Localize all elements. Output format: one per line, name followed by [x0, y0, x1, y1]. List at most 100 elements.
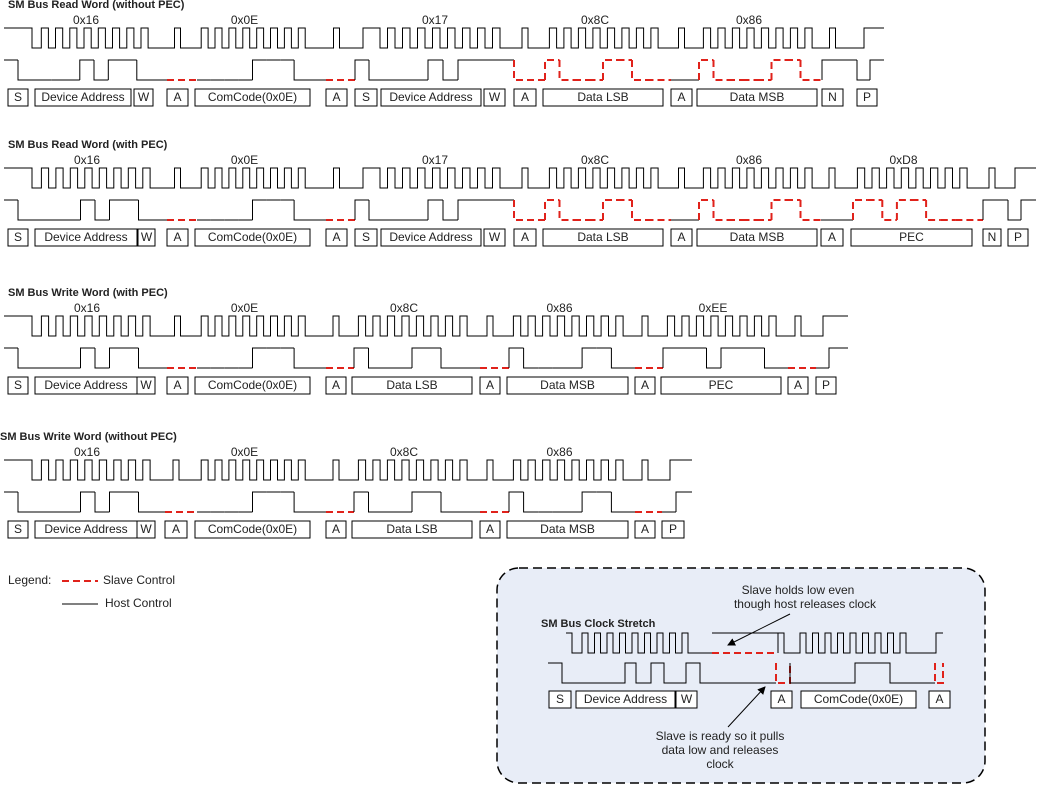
byte-value: 0xD8 — [889, 153, 917, 167]
sda-slave — [852, 199, 868, 220]
byte-value: 0x0E — [231, 153, 258, 167]
field-box — [820, 228, 844, 247]
sda-host — [17, 348, 37, 369]
sda-host — [368, 60, 383, 81]
scl-wave — [4, 315, 848, 337]
legend-slave: Slave Control — [103, 573, 175, 587]
sda-host — [80, 199, 95, 220]
field-label: Device Address — [44, 522, 127, 536]
field-box — [634, 520, 656, 539]
sda-host — [252, 199, 267, 220]
field-label: S — [362, 230, 370, 244]
byte-value: 0xEE — [699, 301, 728, 315]
byte-value: 0x8C — [390, 301, 418, 315]
sda-host — [353, 491, 369, 512]
sda-slave — [698, 59, 714, 80]
field-box — [137, 228, 156, 247]
field-box — [696, 228, 818, 247]
sda-host — [440, 348, 456, 369]
sda-host — [368, 492, 383, 513]
byte-value: 0x0E — [231, 13, 258, 27]
legend-host: Host Control — [105, 596, 172, 610]
sda-host — [1020, 199, 1036, 220]
byte-value: 0x0E — [231, 445, 258, 459]
sda-slave — [544, 59, 560, 80]
sda-host — [1007, 200, 1021, 221]
field-box — [351, 520, 473, 539]
field-label: W — [140, 522, 152, 536]
scl-wave — [4, 27, 884, 49]
field-label: A — [172, 522, 180, 536]
sda-slave — [770, 59, 786, 80]
sda-host — [252, 59, 267, 80]
field-label: Device Address — [389, 230, 472, 244]
field-box — [982, 228, 1002, 247]
field-label: Device Address — [389, 90, 472, 104]
field-box — [850, 228, 973, 247]
sda-host — [675, 491, 692, 512]
field-label: S — [14, 90, 22, 104]
field-box — [787, 376, 809, 395]
sda-host — [581, 347, 597, 368]
sda-host — [764, 348, 788, 369]
field-label: A — [521, 230, 529, 244]
field-label: S — [14, 522, 22, 536]
sda-host — [109, 347, 124, 368]
field-label: A — [828, 230, 836, 244]
field-box — [479, 376, 501, 395]
field-box — [136, 520, 156, 539]
field-box — [325, 228, 348, 247]
sda-host — [293, 60, 326, 81]
sda-slave — [799, 60, 822, 81]
sda-host — [93, 60, 109, 81]
sda-host — [138, 492, 165, 513]
field-label: A — [332, 522, 340, 536]
field-box — [194, 88, 311, 107]
field-box — [166, 376, 189, 395]
field-label: W — [141, 230, 153, 244]
byte-value: 0x86 — [736, 153, 762, 167]
sda-host — [523, 492, 539, 513]
field-box — [380, 228, 482, 247]
field-box — [634, 376, 656, 395]
field-label: P — [863, 90, 871, 104]
sda-host — [94, 348, 110, 369]
field-label: A — [935, 692, 943, 706]
sda-host — [610, 348, 635, 369]
byte-value: 0x86 — [546, 301, 572, 315]
sda-slave — [544, 199, 560, 220]
field-box — [325, 520, 347, 539]
byte-value: 0x0E — [231, 301, 258, 315]
field-label: A — [173, 378, 181, 392]
field-label: PEC — [709, 378, 734, 392]
scl-wave — [777, 632, 943, 654]
legend-label: Legend: — [8, 573, 51, 587]
sda-slave — [712, 60, 728, 81]
sda-host — [138, 200, 167, 221]
sda-host — [442, 60, 458, 81]
field-box — [166, 228, 189, 247]
field-label: A — [641, 378, 649, 392]
sda-host — [80, 347, 95, 368]
field-box — [7, 88, 29, 107]
byte-value: 0x16 — [74, 153, 100, 167]
sda-host — [293, 200, 326, 221]
sda-host — [442, 200, 458, 221]
field-box — [513, 228, 537, 247]
field-box — [821, 88, 844, 107]
sda-host — [17, 492, 37, 513]
diagram-title: SM Bus Write Word (without PEC) — [0, 431, 177, 443]
field-label: P — [669, 522, 677, 536]
sda-slave — [631, 60, 647, 81]
field-box — [513, 88, 537, 107]
sda-host — [94, 200, 110, 221]
field-box — [7, 228, 29, 247]
diagram-title: SM Bus Read Word (without PEC) — [8, 0, 185, 11]
field-box — [194, 520, 311, 539]
sda-host — [869, 59, 884, 80]
field-label: N — [828, 90, 837, 104]
field-box — [7, 520, 29, 539]
sda-host — [508, 491, 524, 512]
field-box — [670, 88, 693, 107]
sda-host — [821, 59, 857, 80]
